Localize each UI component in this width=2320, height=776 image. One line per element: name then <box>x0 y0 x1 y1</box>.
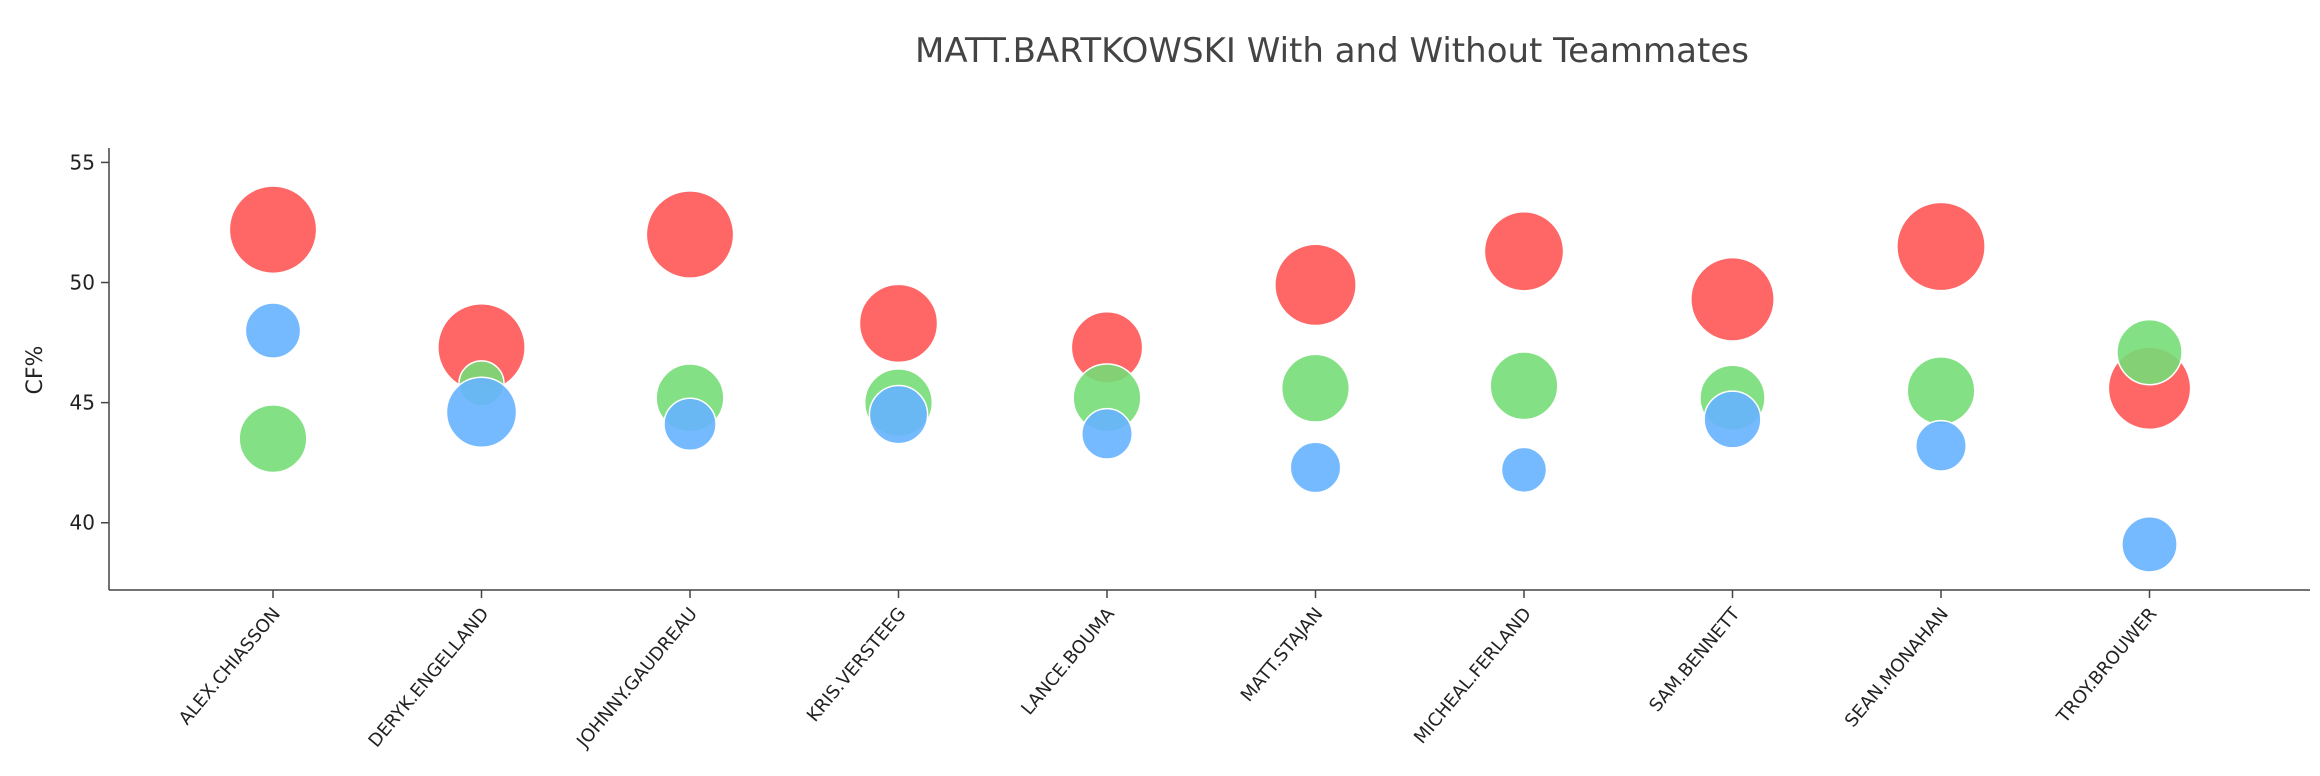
x-category-label: JOHNNY.GAUDREAU <box>572 604 702 753</box>
x-category-label: TROY.BROUWER <box>2052 604 2161 728</box>
y-tick-label: 40 <box>70 511 95 535</box>
bubble-point[interactable] <box>1500 446 1548 494</box>
bubble-point[interactable] <box>1906 356 1976 426</box>
x-category-label: SAM.BENNETT <box>1645 603 1745 716</box>
bubble-point[interactable] <box>868 384 929 445</box>
bubble-point[interactable] <box>1896 201 1986 292</box>
bubble-point[interactable] <box>1280 353 1351 423</box>
bubble-point[interactable] <box>1489 351 1559 421</box>
y-tick-label: 45 <box>70 391 95 415</box>
x-category-label: MICHEAL.FERLAND <box>1410 604 1536 748</box>
bubble-point[interactable] <box>663 397 717 452</box>
x-ticks: ALEX.CHIASSON DERYK.ENGELLAND JOHNNY.GAUDR… <box>175 590 2161 753</box>
x-category-label: LANCE.BOUMA <box>1017 603 1119 719</box>
y-axis-label: CF% <box>23 346 48 395</box>
chart-title: MATT.BARTKOWSKI With and Without Teammat… <box>915 31 1749 71</box>
bubble-point[interactable] <box>238 404 308 474</box>
x-category-label: SEAN.MONAHAN <box>1841 604 1953 732</box>
bubble-point[interactable] <box>1274 243 1357 327</box>
x-category-label: ALEX.CHIASSON <box>175 604 285 729</box>
y-tick-label: 55 <box>70 150 95 174</box>
bubble-point[interactable] <box>1915 419 1967 472</box>
bubble-point[interactable] <box>2116 318 2183 386</box>
bubble-point[interactable] <box>1081 407 1133 460</box>
bubble-point[interactable] <box>244 302 302 359</box>
bubble-layer <box>228 185 2192 573</box>
x-category-label: DERYK.ENGELLAND <box>365 604 494 752</box>
y-tick-label: 50 <box>70 271 95 295</box>
x-category-label: MATT.STAJAN <box>1237 604 1328 706</box>
bubble-point[interactable] <box>1483 210 1565 292</box>
x-category-label: KRIS.VERSTEEG <box>803 604 910 726</box>
bubble-point[interactable] <box>2121 516 2178 573</box>
bubble-point[interactable] <box>858 283 939 364</box>
bubble-point[interactable] <box>1289 441 1342 494</box>
bubble-point[interactable] <box>228 185 318 275</box>
bubble-point[interactable] <box>645 190 735 279</box>
bubble-point[interactable] <box>445 376 518 449</box>
bubble-point[interactable] <box>1690 256 1775 342</box>
y-ticks: 40 45 50 55 <box>70 150 109 535</box>
bubble-point[interactable] <box>1703 390 1762 449</box>
